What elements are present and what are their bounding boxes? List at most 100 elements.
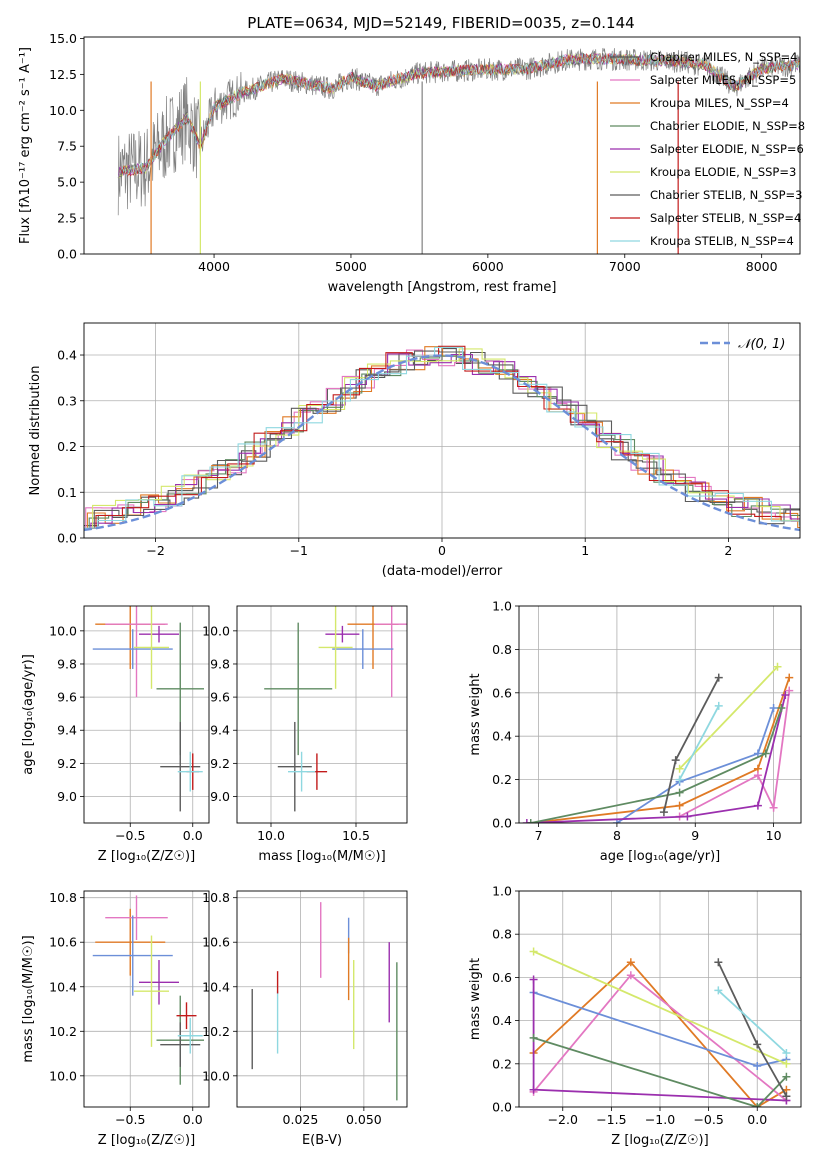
- x-tick-label: 10: [766, 828, 782, 843]
- axes-frame: [83, 322, 801, 539]
- series-marker: [753, 1040, 762, 1049]
- y-tick-label: 2.5: [57, 211, 77, 226]
- errorbar-point: [134, 935, 169, 1047]
- x-axis-label: E(B-V): [302, 1133, 342, 1148]
- series-marker: [626, 958, 635, 967]
- x-tick-label: 0.0: [183, 828, 203, 843]
- errorbar-point: [105, 895, 168, 940]
- legend-label: Kroupa ELODIE, N_SSP=3: [650, 165, 796, 179]
- y-tick-label: 0.1: [57, 485, 77, 500]
- series-marker: [753, 801, 762, 810]
- y-tick-label: 0.3: [57, 393, 77, 408]
- errorbar-point: [105, 606, 168, 698]
- x-tick-label: −2.0: [548, 1112, 578, 1127]
- series-line: [530, 677, 791, 823]
- errorbar-point: [92, 629, 173, 669]
- x-tick-label: 8000: [746, 259, 778, 274]
- y-tick-label: 9.6: [57, 690, 77, 705]
- x-tick-label: 2: [724, 543, 732, 558]
- series-marker: [761, 749, 770, 758]
- x-axis-label: wavelength [Angstrom, rest frame]: [328, 280, 557, 295]
- y-tick-label: 9.8: [57, 656, 77, 671]
- series-marker: [529, 1085, 538, 1094]
- axes-frame: [83, 36, 801, 255]
- axes-frame: [236, 890, 408, 1108]
- series-marker: [612, 819, 621, 823]
- errorbar-point: [177, 751, 203, 792]
- legend: 𝒩(0, 1): [700, 337, 785, 352]
- y-tick-label: 10.0: [202, 1068, 230, 1083]
- series-line: [717, 989, 788, 1054]
- y-tick-label: 9.2: [210, 756, 230, 771]
- x-tick-label: 8: [613, 828, 621, 843]
- series-marker: [529, 975, 538, 984]
- model-trace: [117, 52, 800, 178]
- figure-title: PLATE=0634, MJD=52149, FIBERID=0035, z=0…: [247, 14, 634, 32]
- y-tick-label: 9.4: [57, 723, 77, 738]
- series-marker: [522, 819, 531, 823]
- x-tick-label: −1.0: [645, 1112, 675, 1127]
- model-trace: [117, 52, 800, 178]
- y-tick-label: 0.6: [492, 970, 512, 985]
- axes-age-vs-Z: −0.5 0.0 9.0 9.2 9.4 9.6 9.8 10.0 Z [log₁₀(Z/Z☉)…: [21, 606, 209, 864]
- errorbar-point: [288, 751, 316, 792]
- series-line: [616, 707, 775, 823]
- series-marker: [782, 1072, 791, 1081]
- x-tick-label: 0.025: [283, 1112, 319, 1127]
- y-tick-label: 12.5: [49, 67, 77, 82]
- y-tick-label: 5.0: [57, 175, 77, 190]
- errorbars: [92, 895, 204, 1085]
- y-tick-label: 10.8: [202, 890, 230, 905]
- legend-label: Salpeter MILES, N_SSP=5: [650, 73, 796, 87]
- histogram-step: [84, 345, 800, 529]
- x-tick-label: 7000: [609, 259, 641, 274]
- y-tick-label: 10.0: [202, 623, 230, 638]
- y-tick-label: 0.2: [492, 772, 512, 787]
- x-tick-label: 7: [535, 828, 543, 843]
- series-marker: [782, 1092, 791, 1101]
- series-line: [717, 961, 788, 1097]
- errorbar-point: [139, 960, 179, 1005]
- errorbar-point: [139, 625, 179, 643]
- x-tick-label: 0.050: [346, 1112, 382, 1127]
- y-tick-label: 9.6: [210, 690, 230, 705]
- y-axis-label: Normed distribution: [28, 366, 43, 496]
- y-tick-label: 0.0: [492, 816, 512, 831]
- series-line: [533, 1037, 788, 1107]
- series-marker: [626, 971, 635, 980]
- y-tick-label: 9.0: [57, 789, 77, 804]
- x-tick-label: −0.5: [115, 1112, 145, 1127]
- series-marker: [675, 775, 684, 784]
- axes-frame: [236, 605, 408, 824]
- x-tick-label: −1.5: [596, 1112, 626, 1127]
- legend-label: Chabrier STELIB, N_SSP=3: [650, 188, 802, 202]
- series-marker: [753, 771, 762, 780]
- x-tick-label: −0.5: [115, 828, 145, 843]
- errorbar-point: [134, 606, 169, 689]
- x-tick-label: 6000: [472, 259, 504, 274]
- x-axis-label: (data-model)/error: [382, 564, 503, 579]
- y-tick-label: 0.6: [492, 685, 512, 700]
- series-line: [530, 707, 783, 823]
- errorbar-point: [318, 606, 353, 689]
- y-tick-label: 1.0: [492, 599, 512, 614]
- series-marker: [781, 690, 790, 699]
- gaussian-curve: [84, 354, 800, 532]
- series-marker: [714, 673, 723, 682]
- x-tick-label: −0.5: [693, 1112, 723, 1127]
- series-marker: [753, 1061, 762, 1070]
- y-tick-label: 10.4: [49, 979, 77, 994]
- histograms: [84, 345, 800, 532]
- x-tick-label: 10.5: [342, 828, 370, 843]
- series-marker: [782, 1049, 791, 1057]
- series-marker: [526, 819, 535, 823]
- axes-mass-vs-Z: −0.5 0.0 10.0 10.2 10.4 10.6 10.8 Z [log₁₀(Z/Z☉…: [21, 890, 209, 1148]
- y-tick-label: 0.4: [492, 1013, 512, 1028]
- axes-frame: [83, 605, 210, 824]
- series-marker: [529, 947, 538, 956]
- y-tick-label: 7.5: [57, 139, 77, 154]
- errorbar-point: [277, 721, 312, 812]
- x-axis-label: Z [log₁₀(Z/Z☉)]: [98, 1133, 195, 1148]
- y-axis-label: mass weight: [468, 958, 483, 1040]
